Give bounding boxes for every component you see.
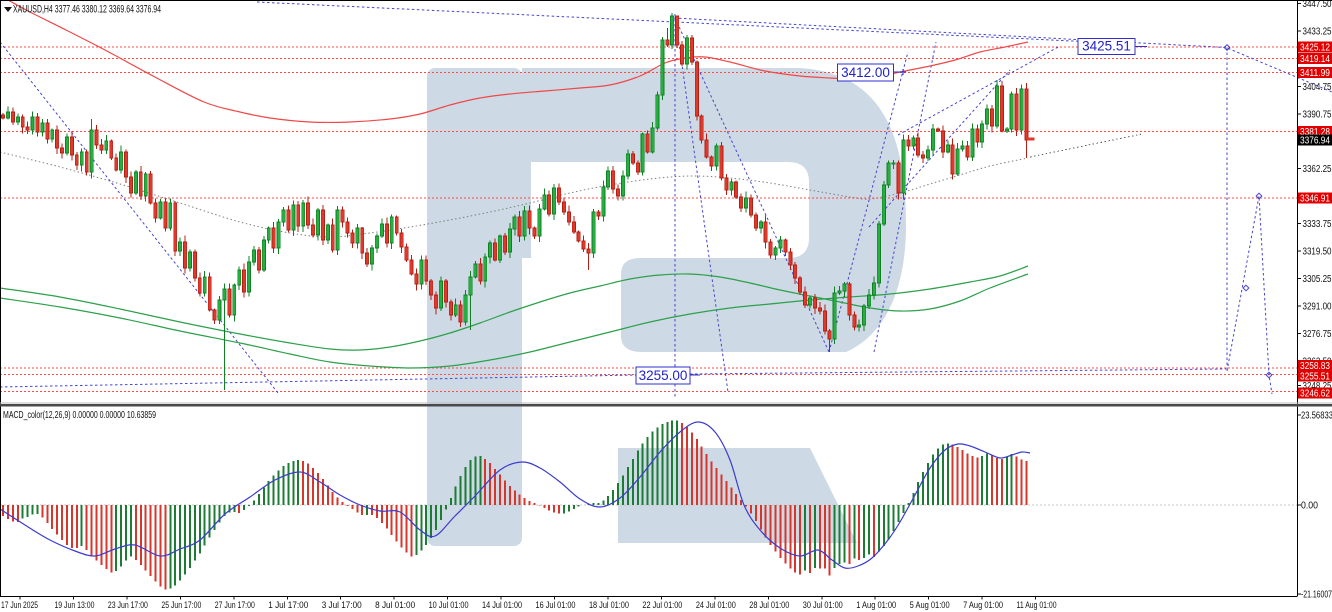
svg-text:8 Jul 01:00: 8 Jul 01:00 — [375, 600, 415, 610]
svg-text:3319.50: 3319.50 — [1303, 246, 1332, 257]
svg-text:11 Aug 01:00: 11 Aug 01:00 — [1017, 600, 1057, 610]
svg-text:3305.25: 3305.25 — [1303, 274, 1332, 285]
svg-text:0.00: 0.00 — [1301, 501, 1318, 512]
svg-text:10 Jul 01:00: 10 Jul 01:00 — [429, 600, 469, 610]
svg-text:27 Jun 17:00: 27 Jun 17:00 — [215, 600, 255, 610]
svg-text:22 Jul 01:00: 22 Jul 01:00 — [642, 600, 682, 610]
svg-text:28 Jul 01:00: 28 Jul 01:00 — [749, 600, 789, 610]
svg-text:3248.25: 3248.25 — [1303, 381, 1332, 392]
svg-text:18 Jul 01:00: 18 Jul 01:00 — [589, 600, 629, 610]
svg-text:5 Aug 01:00: 5 Aug 01:00 — [910, 600, 950, 610]
svg-text:3258.83: 3258.83 — [1300, 361, 1330, 372]
svg-text:17 Jun 2025: 17 Jun 2025 — [1, 600, 38, 610]
svg-text:1 Aug 01:00: 1 Aug 01:00 — [856, 600, 896, 610]
svg-text:3276.75: 3276.75 — [1303, 329, 1332, 340]
svg-text:-21.16007: -21.16007 — [1301, 590, 1332, 601]
svg-text:3346.91: 3346.91 — [1300, 194, 1330, 205]
svg-text:3412.00: 3412.00 — [841, 65, 890, 80]
svg-text:3246.62: 3246.62 — [1300, 389, 1330, 400]
svg-text:3425.51: 3425.51 — [1082, 39, 1131, 54]
svg-text:3411.99: 3411.99 — [1300, 68, 1330, 79]
svg-text:16 Jul 01:00: 16 Jul 01:00 — [536, 600, 576, 610]
svg-text:1 Jul 17:00: 1 Jul 17:00 — [268, 600, 308, 610]
svg-text:3333.75: 3333.75 — [1303, 219, 1332, 230]
svg-text:3404.75: 3404.75 — [1303, 82, 1332, 93]
svg-text:30 Jul 01:00: 30 Jul 01:00 — [803, 600, 843, 610]
svg-text:3425.12: 3425.12 — [1300, 43, 1330, 54]
svg-text:25 Jun 17:00: 25 Jun 17:00 — [161, 600, 201, 610]
svg-text:3 Jul 17:00: 3 Jul 17:00 — [322, 600, 362, 610]
svg-text:XAUUSD,H4 3377.46 3380.12 336: XAUUSD,H4 3377.46 3380.12 3369.64 3376.9… — [13, 4, 161, 16]
svg-text:3381.28: 3381.28 — [1300, 127, 1330, 138]
svg-text:23.56833: 23.56833 — [1301, 411, 1332, 422]
svg-text:23 Jun 17:00: 23 Jun 17:00 — [108, 600, 148, 610]
svg-text:3447.50: 3447.50 — [1303, 0, 1332, 10]
svg-text:3433.25: 3433.25 — [1303, 27, 1332, 38]
svg-text:19 Jun 13:00: 19 Jun 13:00 — [54, 600, 94, 610]
svg-text:3419.14: 3419.14 — [1300, 54, 1330, 65]
svg-text:3362.25: 3362.25 — [1303, 164, 1332, 175]
svg-text:3291.00: 3291.00 — [1303, 301, 1332, 312]
svg-text:14 Jul 01:00: 14 Jul 01:00 — [482, 600, 522, 610]
svg-text:7 Aug 01:00: 7 Aug 01:00 — [963, 600, 1003, 610]
svg-text:3255.51: 3255.51 — [1300, 372, 1330, 383]
svg-text:3376.94: 3376.94 — [1300, 136, 1330, 147]
svg-text:3390.75: 3390.75 — [1303, 109, 1332, 120]
svg-text:24 Jul 01:00: 24 Jul 01:00 — [696, 600, 736, 610]
svg-text:MACD_color(12,26,9) 0.00000 0.: MACD_color(12,26,9) 0.00000 0.00000 10.6… — [3, 409, 156, 421]
svg-text:3255.00: 3255.00 — [639, 368, 688, 383]
